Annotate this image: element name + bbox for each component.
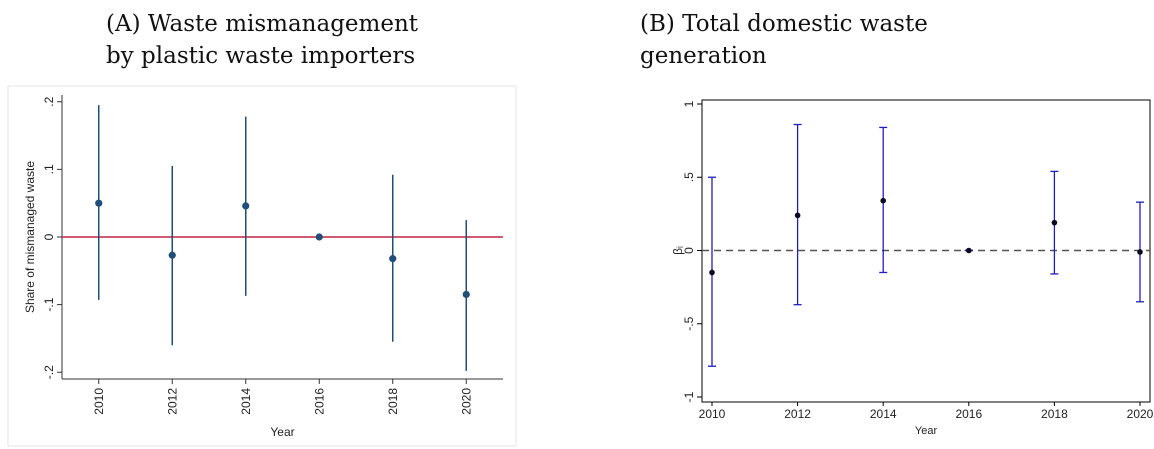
chart-a-x-axis-label: Year (270, 425, 294, 439)
chart-b-point (1137, 249, 1143, 255)
chart-b-x-tick-label: 2016 (955, 407, 982, 421)
caption-a-line1: (A) Waste mismanagement (106, 11, 419, 37)
chart-a-point (95, 199, 103, 207)
chart-b-y-tick-label: -.5 (682, 316, 696, 330)
chart-a-y-tick-label: .1 (42, 164, 56, 174)
chart-b-x-tick-label: 2010 (699, 407, 726, 421)
caption-b-line2: generation (640, 43, 767, 69)
chart-a-x-tick-label: 2016 (312, 388, 326, 415)
chart-a-x-tick-label: 2012 (165, 388, 179, 415)
chart-a-point (389, 255, 397, 263)
chart-a-point (242, 202, 250, 210)
chart-b-x-tick-label: 2020 (1127, 407, 1154, 421)
chart-a-x-tick-label: 2020 (459, 388, 473, 415)
chart-b-point (966, 247, 972, 254)
chart-a-y-tick-label: -.2 (42, 365, 56, 379)
caption-a-line2: by plastic waste importers (106, 43, 416, 69)
chart-b-y-tick-label: -1 (682, 391, 696, 402)
chart-b-point (1051, 219, 1058, 226)
chart-b-y-tick-label: .5 (682, 172, 696, 182)
chart-a-y-tick-label: .2 (42, 96, 56, 106)
chart-b-x-tick-label: 2012 (784, 407, 811, 421)
chart-b-y-tick-label: 1 (682, 100, 696, 107)
chart-b-point (794, 212, 801, 219)
chart-a-point (315, 233, 323, 241)
chart-a-background (7, 85, 517, 447)
chart-a-point (462, 290, 470, 299)
chart-a-x-tick-label: 2010 (92, 388, 106, 415)
chart-b-x-tick-label: 2018 (1041, 407, 1068, 421)
chart-a-x-tick-label: 2018 (386, 388, 400, 415)
chart-b-x-axis-label: Year (915, 425, 938, 437)
caption-panel-a: (A) Waste mismanagement by plastic waste… (106, 8, 466, 72)
chart-a-y-axis-label: Share of mismanaged waste (23, 161, 37, 313)
chart-b-frame (701, 99, 1151, 403)
chart-b-point (709, 269, 715, 276)
chart-a-point (168, 251, 176, 259)
chart-b-point (880, 197, 886, 204)
chart-a-y-tick-label: -.1 (42, 297, 56, 311)
caption-b-line1: (B) Total domestic waste (640, 11, 928, 37)
chart-b-x-tick-label: 2014 (870, 407, 897, 421)
caption-panel-b: (B) Total domestic waste generation (640, 8, 1060, 72)
chart-b-y-axis-label: βᵢ (671, 246, 685, 255)
chart-a-x-tick-label: 2014 (239, 388, 253, 415)
chart-b-y-tick-label: 0 (682, 247, 696, 254)
chart-a-y-tick-label: 0 (42, 233, 56, 240)
